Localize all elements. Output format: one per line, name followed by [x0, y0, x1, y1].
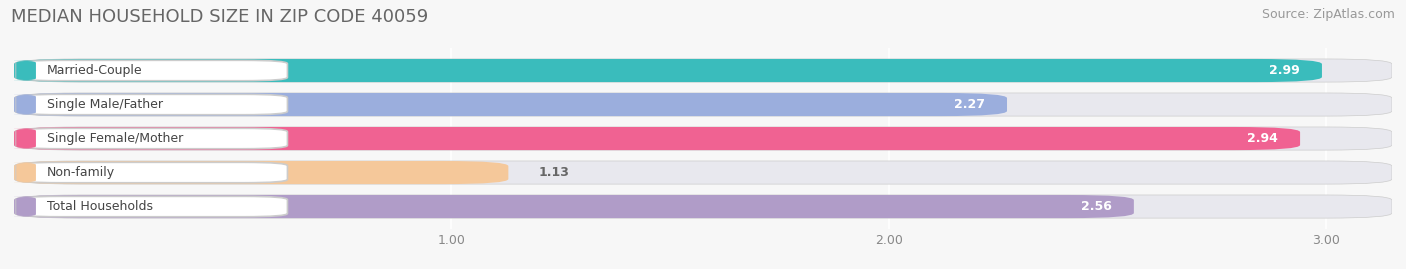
Text: 2.27: 2.27: [955, 98, 986, 111]
FancyBboxPatch shape: [14, 127, 1301, 150]
FancyBboxPatch shape: [14, 127, 1392, 150]
Text: 2.56: 2.56: [1081, 200, 1112, 213]
FancyBboxPatch shape: [17, 94, 287, 115]
Text: 2.94: 2.94: [1247, 132, 1278, 145]
FancyBboxPatch shape: [14, 161, 1392, 184]
FancyBboxPatch shape: [14, 195, 1392, 218]
Text: 2.99: 2.99: [1270, 64, 1301, 77]
Text: MEDIAN HOUSEHOLD SIZE IN ZIP CODE 40059: MEDIAN HOUSEHOLD SIZE IN ZIP CODE 40059: [11, 8, 429, 26]
FancyBboxPatch shape: [17, 128, 287, 149]
FancyBboxPatch shape: [6, 60, 46, 81]
Text: Single Female/Mother: Single Female/Mother: [46, 132, 183, 145]
Text: Non-family: Non-family: [46, 166, 115, 179]
FancyBboxPatch shape: [14, 195, 1133, 218]
FancyBboxPatch shape: [17, 196, 287, 217]
FancyBboxPatch shape: [14, 93, 1392, 116]
Text: Source: ZipAtlas.com: Source: ZipAtlas.com: [1261, 8, 1395, 21]
Text: Married-Couple: Married-Couple: [46, 64, 142, 77]
FancyBboxPatch shape: [14, 93, 1007, 116]
Text: 1.13: 1.13: [538, 166, 569, 179]
FancyBboxPatch shape: [14, 59, 1322, 82]
Text: Single Male/Father: Single Male/Father: [46, 98, 163, 111]
FancyBboxPatch shape: [17, 60, 287, 81]
FancyBboxPatch shape: [14, 59, 1392, 82]
FancyBboxPatch shape: [6, 162, 46, 183]
FancyBboxPatch shape: [6, 94, 46, 115]
FancyBboxPatch shape: [17, 162, 287, 183]
Text: Total Households: Total Households: [46, 200, 153, 213]
FancyBboxPatch shape: [14, 161, 509, 184]
FancyBboxPatch shape: [6, 128, 46, 149]
FancyBboxPatch shape: [6, 196, 46, 217]
